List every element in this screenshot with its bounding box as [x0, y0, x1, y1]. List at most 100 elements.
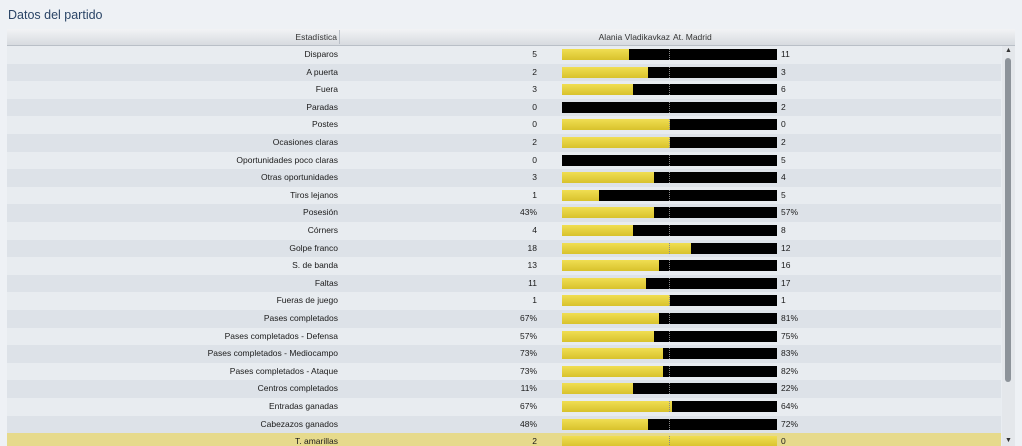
- vertical-scrollbar[interactable]: ▲ ▼: [1002, 46, 1015, 446]
- comparison-bar: [562, 418, 777, 430]
- away-value: 2: [781, 101, 786, 112]
- comparison-bar: [562, 383, 777, 395]
- home-share-fill: [562, 172, 655, 184]
- home-share-fill: [562, 242, 691, 254]
- away-value: 82%: [781, 365, 799, 376]
- home-value: 67%: [519, 313, 537, 323]
- comparison-bar: [562, 295, 777, 307]
- stat-row: A puerta 2 3: [7, 63, 1001, 82]
- stat-row: Oportunidades poco claras 0 5: [7, 151, 1001, 170]
- stat-row: Córners 4 8: [7, 222, 1001, 240]
- bar-midline: [669, 365, 670, 377]
- home-share-fill: [562, 330, 655, 342]
- header-stat-column[interactable]: Estadística: [295, 32, 337, 42]
- stat-label: Faltas: [314, 277, 338, 288]
- home-share-fill: [562, 84, 633, 96]
- stat-label: Entradas ganadas: [269, 401, 338, 411]
- home-share-fill: [562, 225, 633, 236]
- home-value: 2: [532, 66, 537, 77]
- home-value: 1: [532, 189, 537, 200]
- bar-midline: [669, 313, 670, 324]
- bar-midline: [669, 260, 670, 272]
- home-share-fill: [562, 119, 670, 131]
- comparison-bar: [562, 313, 777, 324]
- bar-midline: [669, 49, 670, 60]
- away-value: 5: [781, 189, 786, 200]
- comparison-bar: [562, 49, 777, 60]
- comparison-bar: [562, 172, 777, 184]
- home-value: 57%: [519, 330, 537, 341]
- stat-label: Centros completados: [257, 383, 338, 394]
- comparison-bar: [562, 119, 777, 131]
- home-value: 18: [527, 242, 537, 253]
- stat-row: S. de banda 13 16: [7, 257, 1001, 275]
- home-value: 0: [532, 101, 537, 112]
- away-value: 57%: [781, 207, 799, 218]
- home-value: 73%: [519, 348, 537, 359]
- stat-row: Faltas 11 17: [7, 274, 1001, 293]
- home-value: 1: [532, 295, 537, 306]
- comparison-bar: [562, 277, 777, 289]
- stats-list: Disparos 5 11 A puerta 2 3 Fuera 3 6 Paradas 0 2 Pos…: [7, 46, 1001, 446]
- comparison-bar: [562, 84, 777, 96]
- away-value: 2: [781, 137, 786, 147]
- home-share-fill: [562, 365, 664, 377]
- home-value: 11%: [520, 383, 537, 394]
- away-value: 5: [781, 154, 786, 165]
- stat-row: Paradas 0 2: [7, 98, 1001, 117]
- stat-row: Entradas ganadas 67% 64%: [7, 398, 1001, 416]
- home-share-fill: [562, 207, 655, 219]
- comparison-bar: [562, 66, 777, 78]
- home-share-fill: [562, 277, 646, 289]
- away-value: 22%: [781, 383, 799, 394]
- header-away-team[interactable]: At. Madrid: [673, 32, 712, 42]
- away-value: 12: [781, 242, 791, 253]
- bar-midline: [669, 295, 670, 307]
- stat-row: Pases completados - Defensa 57% 75%: [7, 327, 1001, 346]
- home-value: 2: [532, 436, 537, 446]
- stat-row: Tiros lejanos 1 5: [7, 186, 1001, 205]
- bar-midline: [669, 84, 670, 96]
- header-divider: [339, 30, 340, 44]
- home-share-fill: [562, 295, 670, 307]
- away-value: 75%: [781, 330, 799, 341]
- stat-label: Pases completados - Ataque: [229, 365, 338, 376]
- bar-midline: [669, 383, 670, 395]
- home-share-fill: [562, 348, 664, 360]
- stat-row: Pases completados - Mediocampo 73% 83%: [7, 345, 1001, 363]
- away-value: 4: [781, 172, 786, 183]
- stat-label: S. de banda: [292, 260, 338, 271]
- away-value: 81%: [781, 313, 799, 323]
- stat-label: Pases completados - Mediocampo: [207, 348, 338, 359]
- away-value: 0: [781, 436, 786, 446]
- scrollbar-thumb[interactable]: [1005, 58, 1011, 382]
- comparison-bar: [562, 154, 777, 166]
- stat-label: Tiros lejanos: [290, 189, 338, 200]
- comparison-bar: [562, 436, 777, 446]
- stat-row: Postes 0 0: [7, 116, 1001, 134]
- scroll-up-icon[interactable]: ▲: [1005, 47, 1012, 54]
- home-share-fill: [562, 418, 648, 430]
- away-value: 17: [781, 277, 791, 288]
- comparison-bar: [562, 225, 777, 236]
- stat-row: Pases completados - Ataque 73% 82%: [7, 362, 1001, 381]
- home-value: 5: [532, 49, 537, 59]
- stat-row: Golpe franco 18 12: [7, 239, 1001, 258]
- home-value: 13: [527, 260, 537, 271]
- comparison-bar: [562, 348, 777, 360]
- comparison-bar: [562, 401, 777, 412]
- scroll-down-icon[interactable]: ▼: [1005, 437, 1012, 444]
- comparison-bar: [562, 137, 777, 148]
- home-value: 67%: [519, 401, 537, 411]
- home-value: 3: [532, 172, 537, 183]
- stat-row: Pases completados 67% 81%: [7, 310, 1001, 328]
- bar-midline: [669, 225, 670, 236]
- stat-row: Posesión 43% 57%: [7, 204, 1001, 222]
- bar-midline: [669, 66, 670, 78]
- home-share-fill: [562, 66, 648, 78]
- away-value: 0: [781, 119, 786, 130]
- header-home-team[interactable]: Alania Vladikavkaz: [598, 32, 670, 42]
- away-value: 72%: [781, 418, 799, 429]
- stat-row: Fuera 3 6: [7, 81, 1001, 99]
- stat-label: Disparos: [304, 49, 338, 59]
